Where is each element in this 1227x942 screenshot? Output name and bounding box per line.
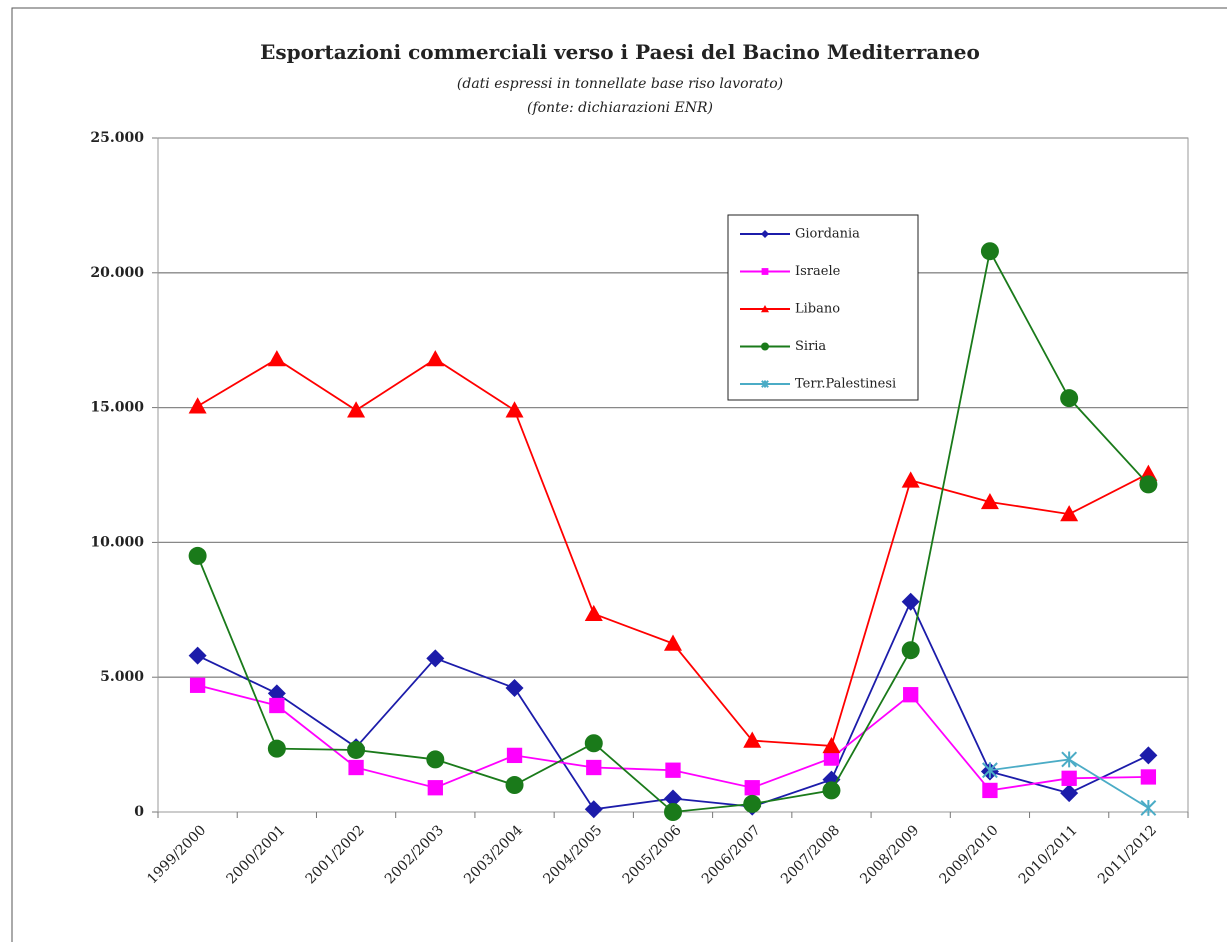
y-tick-label: 15.000 — [90, 400, 144, 416]
marker — [665, 762, 681, 778]
series-line — [196, 248, 1150, 813]
y-tick-label: 20.000 — [90, 265, 144, 281]
marker — [822, 736, 841, 754]
x-tick-label: 2004/2005 — [540, 822, 605, 887]
marker — [980, 492, 999, 510]
x-tick-label: 2011/2012 — [1095, 822, 1160, 887]
marker — [426, 750, 445, 769]
marker — [1060, 389, 1079, 408]
marker — [761, 230, 769, 238]
marker — [664, 634, 682, 651]
legend: Giordania Israele Libano Siria Terr.Palestin… — [727, 214, 919, 401]
x-tick-label: 2005/2006 — [620, 822, 685, 887]
x-tick-label: 2010/2011 — [1016, 822, 1081, 887]
series-line — [197, 358, 1149, 747]
x-tick-label: 2009/2010 — [937, 822, 1002, 887]
marker — [505, 678, 524, 697]
marker — [269, 697, 285, 714]
marker — [664, 803, 682, 821]
marker — [189, 677, 206, 693]
plot-border — [157, 137, 1189, 813]
marker — [903, 687, 919, 703]
series-line — [197, 599, 1149, 811]
marker — [761, 380, 769, 388]
x-tick-label: 2007/2008 — [778, 822, 843, 887]
marker — [426, 649, 445, 668]
marker — [761, 342, 769, 351]
marker — [1060, 784, 1079, 803]
marker — [901, 592, 920, 611]
marker — [1060, 505, 1079, 522]
marker — [188, 646, 207, 665]
legend-box — [727, 214, 919, 401]
marker — [1061, 751, 1078, 768]
marker — [982, 782, 998, 799]
marker — [1140, 769, 1157, 785]
marker — [1061, 770, 1077, 786]
marker — [1139, 475, 1158, 494]
marker — [347, 401, 366, 418]
x-tick-label: 2000/2001 — [223, 822, 288, 887]
marker — [822, 781, 841, 800]
marker — [427, 780, 443, 796]
chart-subtitle: (dati espressi in tonnellate base riso l… — [457, 76, 783, 92]
marker — [505, 776, 524, 795]
legend-label: Terr.Palestinesi — [795, 377, 896, 392]
marker — [1140, 800, 1157, 816]
legend-label: Siria — [795, 339, 826, 354]
x-tick-label: 2001/2002 — [303, 822, 368, 887]
marker — [348, 759, 364, 776]
y-tick-label: 0 — [134, 804, 144, 820]
chart-title: Esportazioni commerciali verso i Paesi d… — [260, 40, 980, 64]
marker — [743, 794, 762, 813]
legend-label: Libano — [795, 302, 840, 317]
marker — [188, 397, 207, 414]
x-tick-label: 2008/2009 — [857, 822, 922, 887]
marker — [823, 750, 840, 766]
y-tick-label: 5.000 — [100, 669, 144, 685]
marker — [761, 305, 769, 313]
y-tick-label: 25.000 — [90, 130, 144, 146]
marker — [584, 800, 603, 819]
y-tick-label: 10.000 — [90, 534, 144, 550]
marker — [267, 739, 286, 758]
marker — [584, 604, 603, 622]
marker — [347, 740, 366, 759]
marker — [664, 789, 682, 808]
marker — [506, 747, 523, 764]
chart-frame — [11, 7, 1227, 942]
marker — [505, 401, 524, 418]
legend-label: Israele — [795, 264, 841, 279]
legend-label: Giordania — [795, 227, 860, 242]
x-tick-label: 2003/2004 — [461, 822, 526, 887]
marker — [586, 759, 602, 776]
marker — [1139, 746, 1158, 765]
marker — [901, 471, 920, 488]
x-tick-label: 2006/2007 — [699, 822, 764, 887]
marker — [901, 641, 920, 660]
marker — [267, 350, 286, 367]
marker — [188, 546, 207, 565]
marker — [982, 762, 998, 779]
marker — [743, 731, 762, 748]
marker — [744, 780, 760, 796]
marker — [761, 268, 769, 275]
chart-note: (fonte: dichiarazioni ENR) — [527, 100, 713, 116]
x-tick-label: 1999/2000 — [144, 822, 209, 887]
marker — [426, 350, 445, 367]
marker — [584, 734, 603, 753]
x-tick-label: 2002/2003 — [382, 822, 447, 887]
marker — [980, 242, 999, 261]
